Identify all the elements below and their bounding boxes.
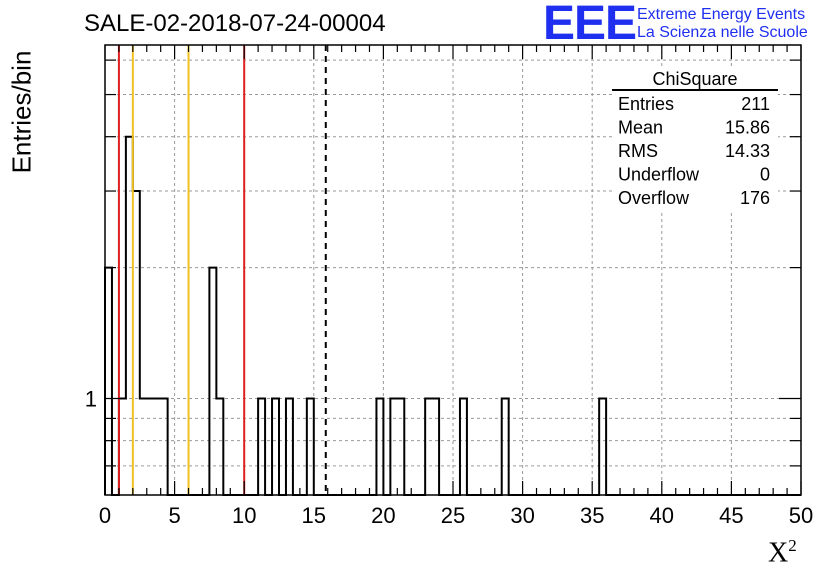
stats-row-value: 15.86 xyxy=(725,118,770,138)
histogram-bar xyxy=(140,191,147,495)
histogram-bar xyxy=(209,268,216,495)
stats-row-label: Mean xyxy=(618,118,663,138)
histogram-bar xyxy=(439,399,446,495)
histogram-bar xyxy=(126,137,133,495)
x-tick-label: 5 xyxy=(168,503,180,528)
x-tick-label: 25 xyxy=(441,503,465,528)
histogram-bar xyxy=(105,268,112,495)
histogram-bar xyxy=(780,399,801,495)
x-tick-label: 15 xyxy=(302,503,326,528)
x-tick-label: 50 xyxy=(789,503,813,528)
stats-row-label: Underflow xyxy=(618,165,700,185)
x-tick-label: 20 xyxy=(371,503,395,528)
histogram-bar xyxy=(599,399,606,495)
x-axis-label: X2 xyxy=(768,536,797,569)
histogram-bar xyxy=(147,399,168,495)
stats-row-label: Overflow xyxy=(618,188,690,208)
stats-row-label: RMS xyxy=(618,141,658,161)
x-tick-label: 45 xyxy=(719,503,743,528)
stats-row-value: 0 xyxy=(760,165,770,185)
x-axis-label-superscript: 2 xyxy=(788,536,797,555)
histogram-bar xyxy=(279,399,286,495)
histogram-bar xyxy=(453,399,460,495)
x-tick-label: 40 xyxy=(650,503,674,528)
histogram-bar xyxy=(300,399,307,495)
x-tick-label: 30 xyxy=(510,503,534,528)
stats-row-value: 211 xyxy=(741,94,770,114)
stats-row-value: 176 xyxy=(740,188,770,208)
histogram-bar xyxy=(397,399,425,495)
histogram-bar xyxy=(697,399,704,495)
histogram-bar xyxy=(634,399,641,495)
eee-logo: EEE xyxy=(543,0,637,50)
histogram-bar xyxy=(502,399,509,495)
x-axis-label-text: X xyxy=(768,537,789,569)
histogram-bar xyxy=(119,399,126,495)
chart-title: SALE-02-2018-07-24-00004 xyxy=(84,10,386,37)
y-tick-label: 1 xyxy=(85,387,97,412)
stats-row-label: Entries xyxy=(618,94,674,114)
x-tick-label: 0 xyxy=(99,503,111,528)
logo-line-2: La Scienza nelle Scuole xyxy=(637,24,808,41)
x-tick-label: 10 xyxy=(232,503,256,528)
histogram-bar xyxy=(216,399,223,495)
x-tick-label: 35 xyxy=(580,503,604,528)
stats-title: ChiSquare xyxy=(652,69,737,89)
stats-row-value: 14.33 xyxy=(725,141,770,161)
histogram-bar xyxy=(669,268,676,495)
logo-line-1: Extreme Energy Events xyxy=(637,6,806,23)
